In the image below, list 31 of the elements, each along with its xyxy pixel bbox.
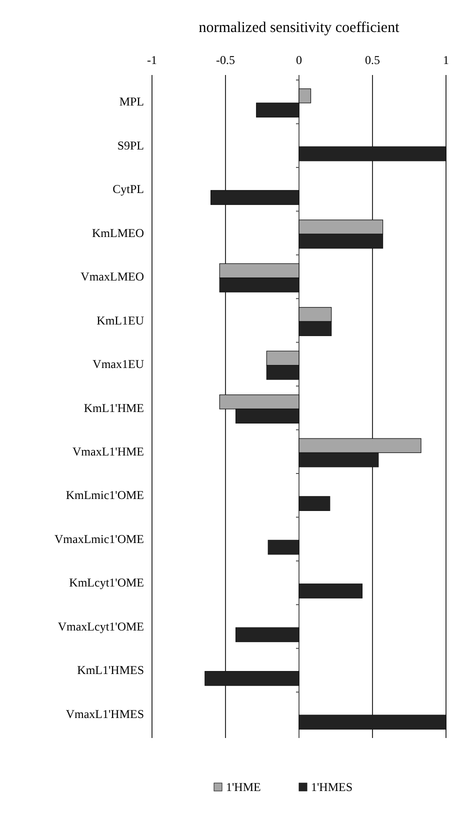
y-tick-label: KmL1'HMES	[77, 663, 144, 678]
x-tick-label: 0	[296, 53, 302, 67]
y-tick-label: VmaxL1'HME	[72, 444, 144, 458]
y-tick-label: VmaxL1'HMES	[66, 706, 144, 721]
y-tick-label: MPL	[119, 94, 144, 109]
y-tick-label: Vmax1EU	[92, 357, 144, 372]
bar	[210, 190, 300, 205]
bar	[235, 627, 300, 642]
y-tick-label: KmLMEO	[92, 226, 144, 240]
bar	[298, 584, 363, 598]
y-tick-label: KmL1'HME	[84, 400, 144, 415]
bar	[298, 714, 446, 730]
x-tick-label: 1	[443, 53, 449, 67]
y-tick-label: S9PL	[117, 138, 144, 152]
chart-title: normalized sensitivity coefficient	[198, 20, 400, 36]
bar	[204, 671, 300, 686]
y-tick-label: VmaxLcyt1'OME	[58, 619, 144, 634]
y-tick-label: VmaxLmic1'OME	[54, 532, 144, 546]
bar	[298, 496, 330, 511]
x-tick-label: 0.5	[365, 53, 380, 67]
x-tick-label: -1	[147, 53, 157, 67]
bar	[268, 540, 300, 555]
legend-label: 1'HME	[226, 780, 261, 794]
y-tick-label: KmLmic1'OME	[66, 488, 144, 502]
x-tick-label: -0.5	[216, 53, 235, 67]
y-tick-label: KmLcyt1'OME	[69, 576, 144, 590]
y-tick-label: VmaxLMEO	[80, 270, 144, 284]
legend-label: 1'HMES	[311, 780, 353, 794]
y-tick-label: KmL1EU	[96, 313, 144, 328]
y-tick-label: CytPL	[112, 182, 144, 196]
bar	[298, 146, 446, 162]
